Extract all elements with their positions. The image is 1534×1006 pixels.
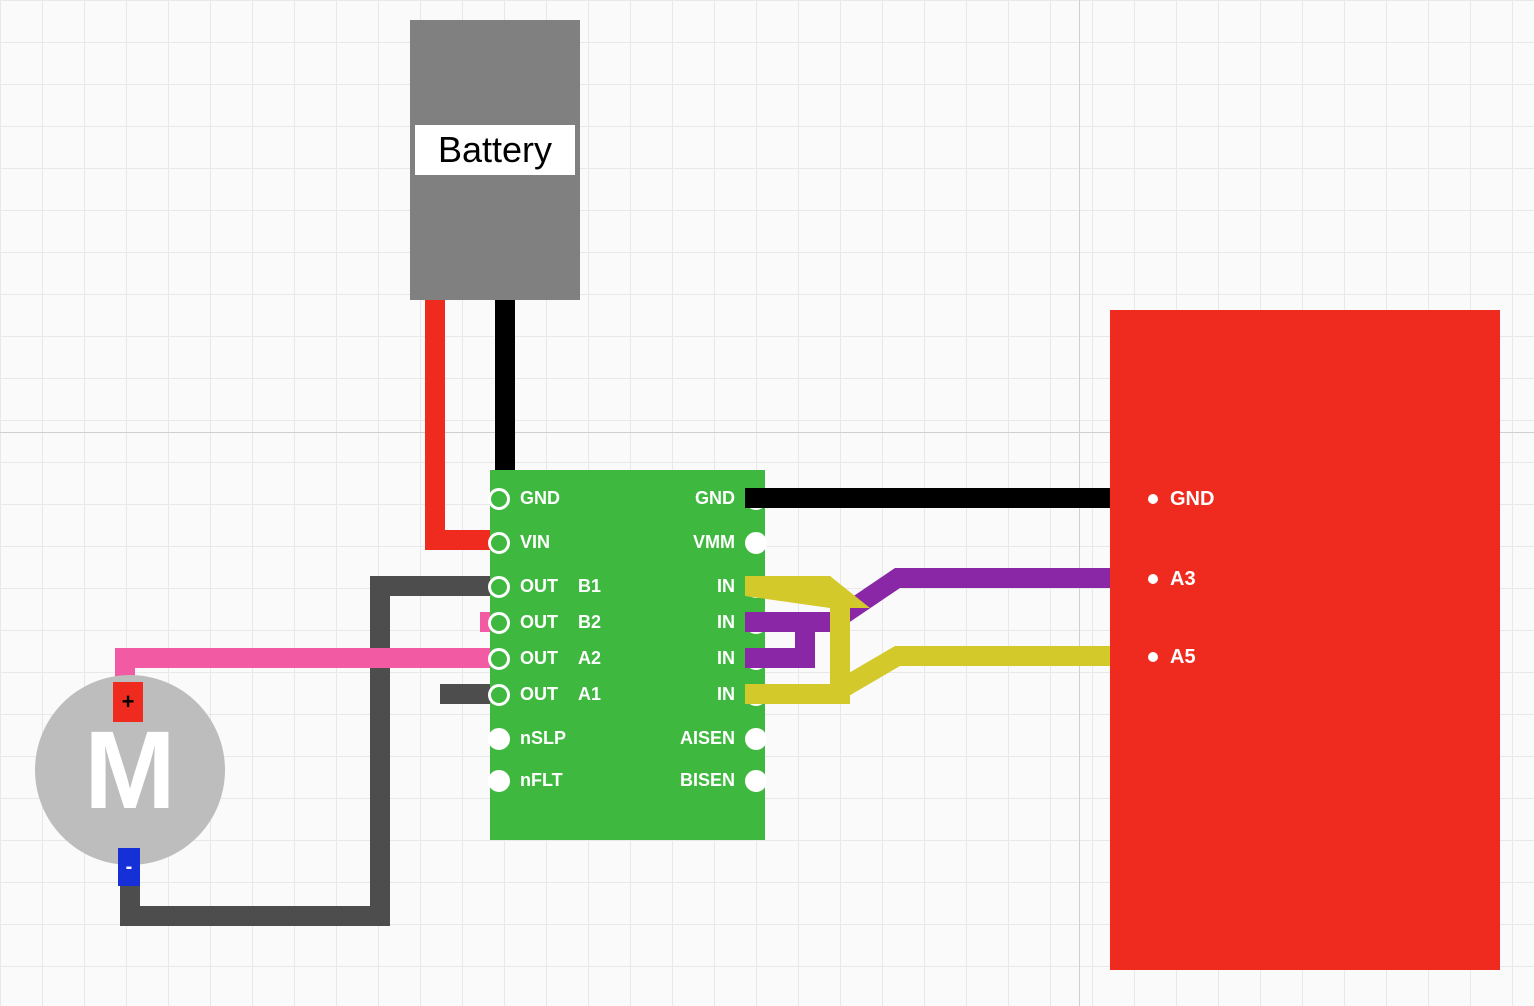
battery-label-box: Battery [415, 125, 575, 175]
pin-label: IN [717, 612, 735, 633]
mcu-pin-dot [1148, 652, 1158, 662]
pin-label: OUT [520, 648, 558, 669]
pin-dot [745, 488, 767, 510]
motor-plus-label: + [122, 689, 135, 715]
pin-label: OUT [520, 612, 558, 633]
pin-dot [488, 532, 510, 554]
pin-label: nFLT [520, 770, 563, 791]
pin-dot [745, 612, 767, 634]
pin-dot [488, 684, 510, 706]
mcu-pin-dot [1148, 494, 1158, 504]
motor-minus-label: - [126, 856, 133, 879]
mcu-pin-label: A5 [1170, 646, 1196, 669]
pin-dot [488, 612, 510, 634]
pin-dot [745, 648, 767, 670]
pin-label: GND [695, 488, 735, 509]
pin-label: IN [717, 684, 735, 705]
pin-dot [745, 728, 767, 750]
microcontroller [1110, 310, 1500, 970]
mcu-pin-label: GND [1170, 488, 1214, 511]
pin-dot [488, 576, 510, 598]
guide-vline [1079, 0, 1080, 1006]
pin-label: AISEN [680, 728, 735, 749]
battery-label: Battery [438, 129, 552, 171]
motor-minus-terminal: - [118, 848, 140, 886]
pin-sublabel: A1 [578, 684, 601, 705]
pin-label: OUT [520, 684, 558, 705]
pin-dot [745, 770, 767, 792]
pin-sublabel: B2 [578, 612, 601, 633]
pin-sublabel: A2 [578, 648, 601, 669]
driver-board: GND VIN OUT B1 OUT B2 OUT A2 OUT A1 nSLP… [490, 470, 765, 840]
pin-dot [745, 684, 767, 706]
motor-plus-terminal: + [113, 682, 143, 722]
pin-dot [488, 488, 510, 510]
pin-dot [745, 532, 767, 554]
pin-label: OUT [520, 576, 558, 597]
pin-label: GND [520, 488, 560, 509]
pin-label: VMM [693, 532, 735, 553]
pin-dot [488, 770, 510, 792]
pin-label: BISEN [680, 770, 735, 791]
motor-letter: M [84, 707, 176, 834]
mcu-pin-dot [1148, 574, 1158, 584]
pin-label: IN [717, 648, 735, 669]
pin-label: VIN [520, 532, 550, 553]
pin-dot [488, 648, 510, 670]
battery: Battery [410, 20, 580, 300]
pin-dot [745, 576, 767, 598]
pin-dot [488, 728, 510, 750]
pin-sublabel: B1 [578, 576, 601, 597]
mcu-pin-label: A3 [1170, 568, 1196, 591]
pin-label: nSLP [520, 728, 566, 749]
pin-label: IN [717, 576, 735, 597]
